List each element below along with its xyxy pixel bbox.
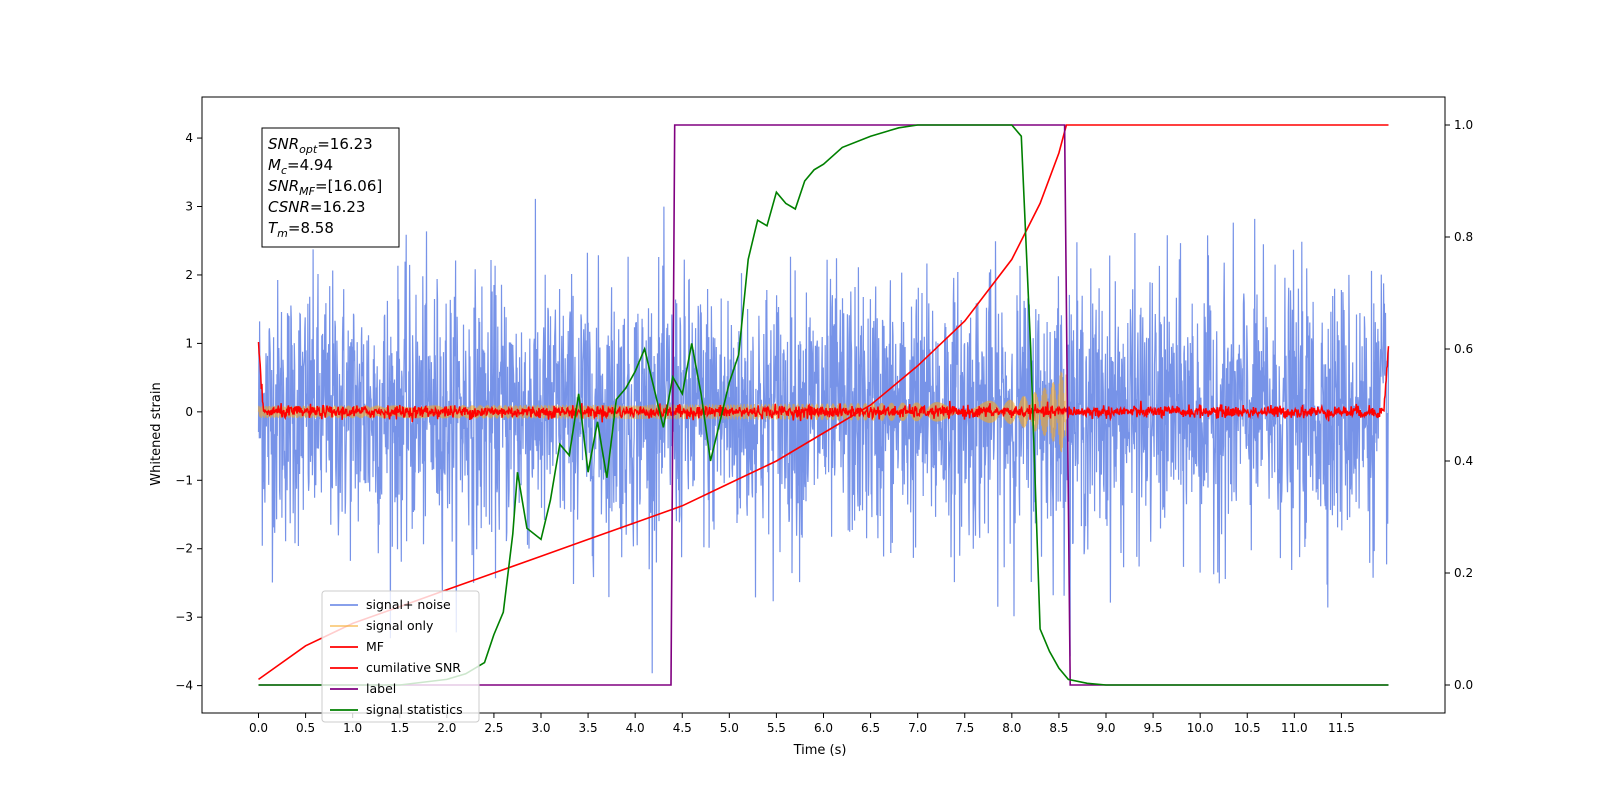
- x-tick-label: 8.0: [1002, 721, 1021, 735]
- annotation-line: CSNR=16.23: [268, 198, 365, 216]
- y2-axis-ticks: 0.0 0.2 0.4 0.6 0.8 1.0: [1445, 118, 1473, 692]
- series-signal-noise-line: [257, 198, 1390, 674]
- x-tick-label: 11.5: [1328, 721, 1355, 735]
- x-tick-label: 0.5: [296, 721, 315, 735]
- y-tick-label: 2: [185, 268, 193, 282]
- y-axis-ticks: −4 −3 −2 −1 0 1 2 3 4: [175, 131, 202, 693]
- legend-entry: signal+ noise: [366, 597, 451, 612]
- y-tick-label: −4: [175, 679, 193, 693]
- x-tick-label: 2.0: [437, 721, 456, 735]
- annotation-line: SNRMF=[16.06]: [268, 177, 382, 198]
- y-tick-label: −3: [175, 610, 193, 624]
- x-tick-label: 10.0: [1187, 721, 1214, 735]
- series-signal-only-line: [257, 371, 1067, 453]
- annotation-subscript: c: [281, 164, 287, 177]
- legend: signal+ noise signal only MF cumilative SNR…: [321, 590, 480, 723]
- annotation-symbol: CSNR: [268, 198, 310, 216]
- y2-tick-label: 0.0: [1454, 678, 1473, 692]
- x-tick-label: 10.5: [1234, 721, 1261, 735]
- annotation-line: SNRopt=16.23: [268, 135, 373, 156]
- annotation-line: Tm=8.58: [268, 219, 334, 240]
- y-tick-label: 1: [185, 336, 193, 350]
- y2-tick-label: 0.4: [1454, 454, 1473, 468]
- x-tick-label: 6.0: [814, 721, 833, 735]
- legend-frame: [321, 590, 480, 723]
- annotation-line: Mc=4.94: [268, 156, 333, 177]
- x-tick-label: 4.0: [626, 721, 645, 735]
- y-tick-label: 0: [185, 405, 193, 419]
- x-tick-label: 5.0: [720, 721, 739, 735]
- y-axis-label: Whitened strain: [149, 382, 164, 485]
- annotation-value: =8.58: [288, 219, 334, 237]
- annotation-subscript: m: [277, 227, 288, 240]
- annotation-value: =[16.06]: [315, 177, 382, 195]
- annotation-symbol: SNR: [268, 177, 299, 195]
- annotation-subscript: opt: [299, 143, 318, 156]
- annotation-frame: [261, 127, 400, 248]
- legend-entry: MF: [366, 639, 384, 654]
- x-tick-label: 7.0: [908, 721, 927, 735]
- annotation-value: =4.94: [287, 156, 333, 174]
- series-signal-statistics-line: [258, 124, 1389, 686]
- x-tick-label: 9.5: [1144, 721, 1163, 735]
- annotation-symbol: SNR: [268, 135, 299, 153]
- x-tick-label: 3.0: [531, 721, 550, 735]
- x-tick-label: 1.0: [343, 721, 362, 735]
- x-tick-label: 11.0: [1281, 721, 1308, 735]
- annotation-value: =16.23: [310, 198, 366, 216]
- x-axis-ticks: 0.0 0.5 1.0 1.5 2.0 2.5 3.0 3.5 4.0 4.5 5.0 5.5 6.0 6…: [249, 713, 1355, 735]
- y2-tick-label: 1.0: [1454, 118, 1473, 132]
- y-tick-label: −2: [175, 542, 193, 556]
- x-tick-label: 9.0: [1096, 721, 1115, 735]
- annotation-subscript: MF: [299, 185, 315, 198]
- x-tick-label: 2.5: [484, 721, 503, 735]
- y2-tick-label: 0.6: [1454, 342, 1473, 356]
- x-tick-label: 0.0: [249, 721, 268, 735]
- x-tick-label: 6.5: [861, 721, 880, 735]
- stats-annotation-box: SNRopt=16.23Mc=4.94SNRMF=[16.06]CSNR=16.…: [261, 127, 400, 248]
- x-tick-label: 4.5: [673, 721, 692, 735]
- x-tick-label: 8.5: [1049, 721, 1068, 735]
- legend-entry: signal statistics: [366, 702, 463, 717]
- x-tick-label: 3.5: [579, 721, 598, 735]
- legend-entry: cumilative SNR: [366, 660, 461, 675]
- x-tick-label: 5.5: [767, 721, 786, 735]
- y-tick-label: 3: [185, 200, 193, 214]
- legend-entry: signal only: [366, 618, 434, 633]
- y-tick-label: 4: [185, 131, 193, 145]
- annotation-value: =16.23: [317, 135, 373, 153]
- annotation-symbol: T: [268, 219, 279, 237]
- y2-tick-label: 0.8: [1454, 230, 1473, 244]
- annotation-symbol: M: [268, 156, 281, 174]
- y2-tick-label: 0.2: [1454, 566, 1473, 580]
- x-tick-label: 7.5: [955, 721, 974, 735]
- x-tick-label: 1.5: [390, 721, 409, 735]
- legend-entry: label: [366, 681, 396, 696]
- x-axis-label: Time (s): [793, 743, 847, 758]
- series-mf-line: [257, 341, 1390, 423]
- y-tick-label: −1: [175, 473, 193, 487]
